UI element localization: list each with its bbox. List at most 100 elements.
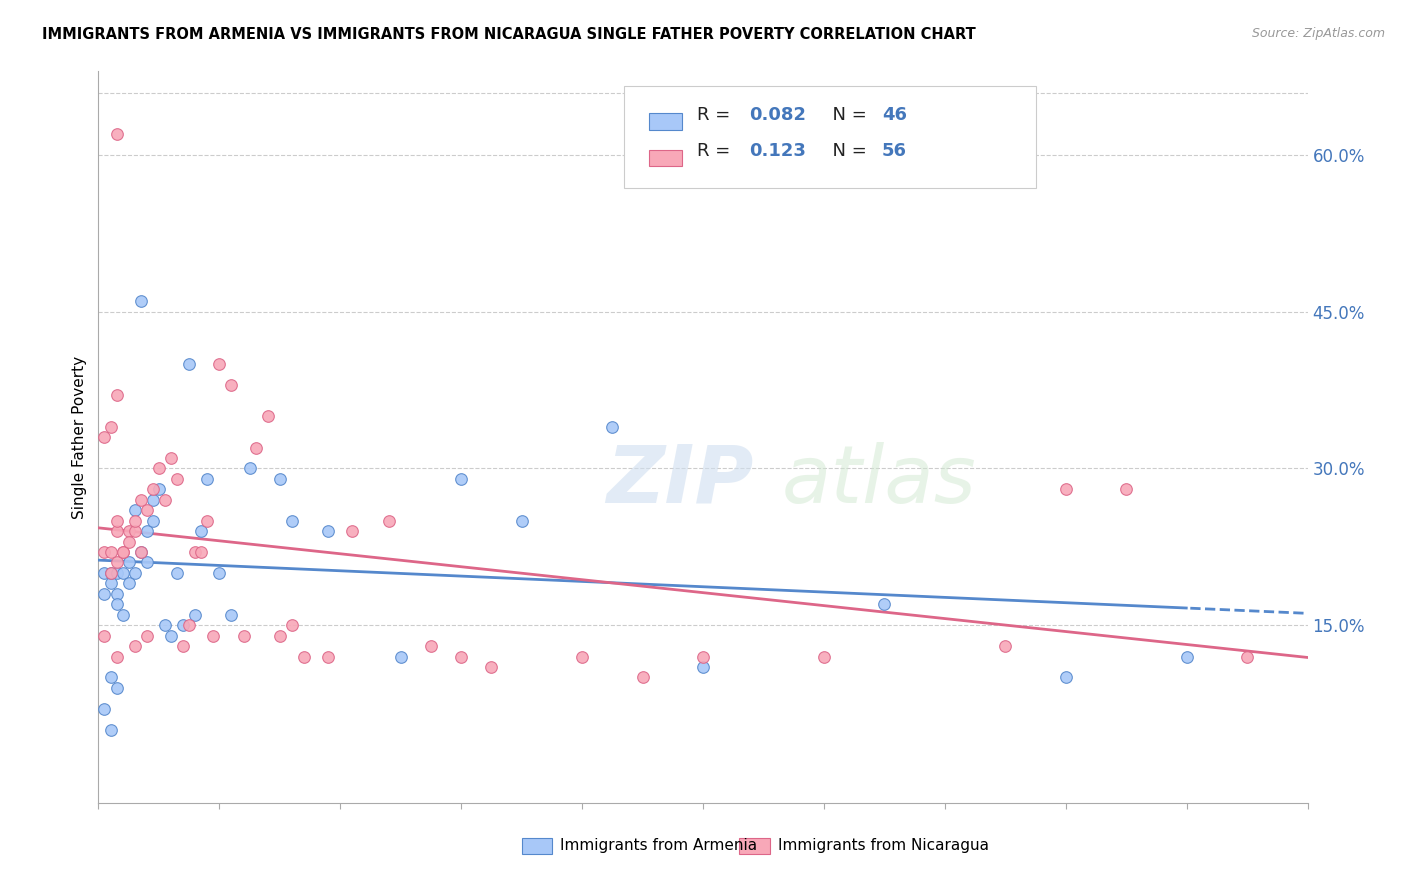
- Point: [105, 514, 128, 528]
- Point: [195, 514, 218, 528]
- Point: [1236, 649, 1258, 664]
- Point: [118, 524, 141, 538]
- Point: [166, 472, 188, 486]
- Point: [450, 472, 472, 486]
- Point: [135, 503, 157, 517]
- Point: [100, 576, 122, 591]
- Point: [195, 472, 218, 486]
- Point: [813, 649, 835, 664]
- Point: [245, 441, 267, 455]
- Text: R =: R =: [697, 143, 742, 161]
- Point: [105, 127, 128, 141]
- Point: [208, 566, 231, 580]
- Point: [1115, 483, 1137, 497]
- Point: [124, 503, 146, 517]
- Point: [292, 649, 315, 664]
- Point: [160, 450, 183, 465]
- Text: Source: ZipAtlas.com: Source: ZipAtlas.com: [1251, 27, 1385, 40]
- Bar: [740, 838, 769, 854]
- Point: [692, 660, 714, 674]
- Point: [111, 545, 134, 559]
- Point: [142, 492, 165, 507]
- Point: [118, 556, 141, 570]
- Point: [166, 566, 188, 580]
- Point: [873, 597, 896, 611]
- Point: [316, 649, 339, 664]
- Point: [148, 461, 170, 475]
- Point: [1054, 670, 1077, 684]
- Point: [142, 514, 165, 528]
- Text: atlas: atlas: [782, 442, 976, 520]
- Point: [135, 629, 157, 643]
- Point: [232, 629, 254, 643]
- Point: [281, 514, 304, 528]
- Point: [994, 639, 1017, 653]
- Point: [221, 377, 243, 392]
- Text: IMMIGRANTS FROM ARMENIA VS IMMIGRANTS FROM NICARAGUA SINGLE FATHER POVERTY CORRE: IMMIGRANTS FROM ARMENIA VS IMMIGRANTS FR…: [42, 27, 976, 42]
- Bar: [648, 150, 682, 167]
- Point: [135, 524, 157, 538]
- Point: [100, 670, 122, 684]
- Point: [179, 618, 201, 632]
- Point: [105, 649, 128, 664]
- Point: [100, 566, 122, 580]
- FancyBboxPatch shape: [624, 86, 1035, 188]
- Text: Immigrants from Nicaragua: Immigrants from Nicaragua: [778, 838, 988, 854]
- Text: ZIP: ZIP: [606, 442, 754, 520]
- Point: [389, 649, 412, 664]
- Point: [105, 556, 128, 570]
- Point: [481, 660, 503, 674]
- Point: [269, 472, 291, 486]
- Text: 56: 56: [882, 143, 907, 161]
- Point: [377, 514, 399, 528]
- Point: [118, 534, 141, 549]
- Point: [105, 524, 128, 538]
- Point: [93, 566, 115, 580]
- Point: [281, 618, 304, 632]
- Point: [111, 607, 134, 622]
- Text: N =: N =: [821, 143, 873, 161]
- Point: [221, 607, 243, 622]
- Point: [202, 629, 225, 643]
- Point: [256, 409, 278, 424]
- Point: [142, 483, 165, 497]
- Bar: [648, 113, 682, 130]
- Point: [105, 388, 128, 402]
- Point: [153, 618, 176, 632]
- Point: [342, 524, 364, 538]
- Point: [269, 629, 291, 643]
- Point: [190, 545, 212, 559]
- Text: 0.123: 0.123: [749, 143, 806, 161]
- Point: [153, 492, 176, 507]
- Point: [93, 545, 115, 559]
- Point: [93, 587, 115, 601]
- Point: [105, 587, 128, 601]
- Text: N =: N =: [821, 106, 873, 124]
- Point: [184, 545, 207, 559]
- Point: [1175, 649, 1198, 664]
- Point: [179, 357, 201, 371]
- Point: [190, 524, 212, 538]
- Point: [172, 639, 194, 653]
- Point: [124, 514, 146, 528]
- Y-axis label: Single Father Poverty: Single Father Poverty: [72, 356, 87, 518]
- Point: [148, 483, 170, 497]
- Point: [100, 545, 122, 559]
- Point: [118, 576, 141, 591]
- Point: [129, 545, 152, 559]
- Point: [93, 430, 115, 444]
- Point: [602, 419, 624, 434]
- Text: 46: 46: [882, 106, 907, 124]
- Point: [135, 556, 157, 570]
- Point: [100, 566, 122, 580]
- Point: [111, 545, 134, 559]
- Point: [105, 681, 128, 695]
- Point: [208, 357, 231, 371]
- Point: [316, 524, 339, 538]
- Point: [129, 492, 152, 507]
- Point: [160, 629, 183, 643]
- Point: [239, 461, 262, 475]
- Point: [1054, 483, 1077, 497]
- Point: [172, 618, 194, 632]
- Point: [129, 294, 152, 309]
